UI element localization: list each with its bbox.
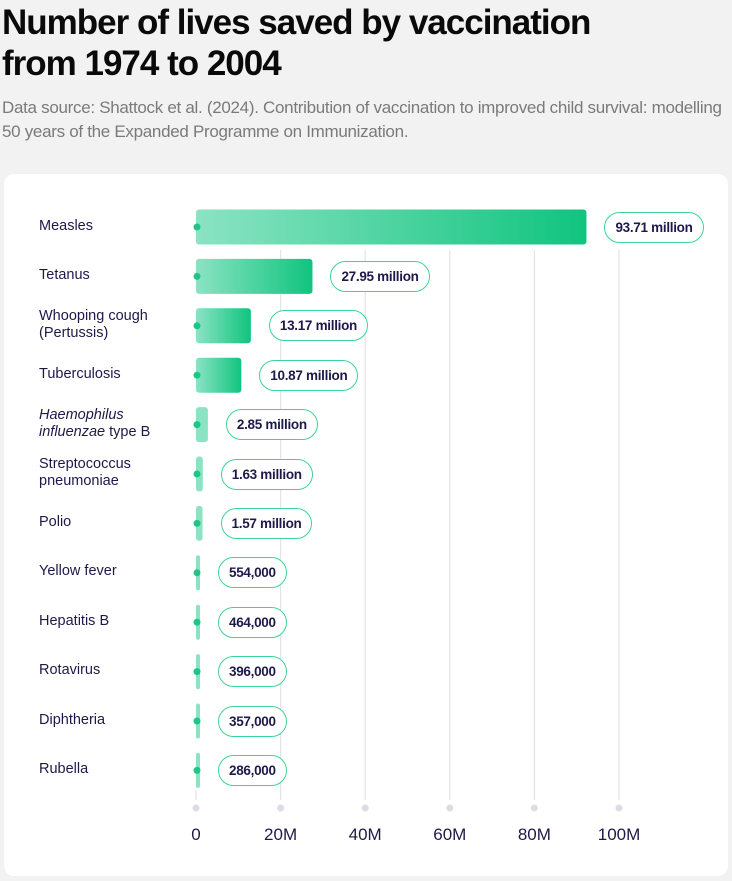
x-tick-label: 0 bbox=[191, 825, 201, 844]
label-line: Yellow fever bbox=[39, 563, 117, 580]
tick-dot bbox=[530, 804, 538, 812]
label-line: influenzae bbox=[39, 423, 106, 440]
category-label: Diphtheria bbox=[39, 712, 105, 729]
value-label: 286,000 bbox=[218, 754, 287, 786]
bar bbox=[196, 258, 313, 294]
bar-dot bbox=[193, 223, 201, 231]
label-line: Haemophilus bbox=[39, 406, 124, 423]
bar bbox=[196, 407, 208, 443]
label-line: Streptococcus bbox=[39, 456, 131, 472]
label-line: Polio bbox=[39, 513, 72, 530]
tick-dot bbox=[615, 804, 623, 812]
label-line: pneumoniae bbox=[39, 473, 119, 489]
value-label: 13.17 million bbox=[268, 310, 368, 342]
value-label: 10.87 million bbox=[259, 359, 359, 391]
bar bbox=[196, 209, 587, 245]
chart-subtitle: Data source: Shattock et al. (2024). Con… bbox=[2, 98, 722, 141]
label-line: type B bbox=[105, 423, 151, 440]
label-line: Rubella bbox=[39, 760, 89, 777]
bar-dot bbox=[193, 618, 201, 626]
bar-dot bbox=[193, 371, 201, 379]
category-label: Rubella bbox=[39, 761, 88, 778]
chart-title: Number of lives saved by vaccination fro… bbox=[2, 3, 591, 83]
bar-dot bbox=[193, 421, 201, 429]
bar-dot bbox=[193, 569, 201, 577]
x-tick-label: 80M bbox=[517, 825, 551, 844]
label-line: Measles bbox=[39, 217, 93, 234]
bar-dot bbox=[193, 272, 201, 280]
label-line: Hepatitis B bbox=[39, 612, 110, 629]
value-label: 2.85 million bbox=[225, 409, 318, 441]
bar-dot bbox=[193, 322, 201, 330]
category-label: Haemophilus influenzae type B bbox=[39, 407, 150, 441]
category-label: Tuberculosis bbox=[39, 366, 121, 383]
x-tick-label: 60M bbox=[433, 825, 467, 844]
bar-dot bbox=[193, 766, 201, 774]
label-line: Whooping cough bbox=[39, 307, 148, 324]
tick-dot bbox=[446, 804, 454, 812]
category-label: Yellow fever bbox=[39, 563, 117, 580]
category-label: Measles bbox=[39, 218, 93, 235]
tick-dot bbox=[192, 804, 200, 812]
category-label: Whooping cough (Pertussis) bbox=[39, 308, 148, 342]
value-label: 464,000 bbox=[218, 606, 287, 638]
value-label: 27.95 million bbox=[330, 260, 430, 292]
label-line: Tetanus bbox=[39, 266, 90, 283]
label-line: Tuberculosis bbox=[39, 365, 121, 382]
value-label: 357,000 bbox=[218, 705, 287, 737]
value-label: 554,000 bbox=[218, 557, 287, 589]
x-tick-label: 40M bbox=[348, 825, 382, 844]
bar-dot bbox=[193, 717, 201, 725]
category-label: Streptococcus pneumoniae bbox=[39, 456, 131, 490]
label-line: Rotavirus bbox=[39, 662, 101, 679]
category-label: Hepatitis B bbox=[39, 613, 109, 630]
value-label: 1.57 million bbox=[220, 507, 313, 539]
value-label: 93.71 million bbox=[604, 211, 704, 243]
bar bbox=[196, 308, 251, 344]
bar-dot bbox=[193, 519, 201, 527]
category-label: Tetanus bbox=[39, 267, 90, 284]
x-tick-label: 20M bbox=[264, 825, 298, 844]
x-tick-label: 100M bbox=[597, 825, 641, 844]
tick-dot bbox=[277, 804, 285, 812]
bar-dot bbox=[193, 470, 201, 478]
bar-dot bbox=[193, 668, 201, 676]
value-label: 1.63 million bbox=[220, 458, 313, 490]
category-label: Rotavirus bbox=[39, 662, 100, 679]
tick-dot bbox=[361, 804, 369, 812]
label-line: (Pertussis) bbox=[39, 324, 109, 341]
category-label: Polio bbox=[39, 514, 71, 531]
label-line: Diphtheria bbox=[39, 711, 106, 728]
value-label: 396,000 bbox=[218, 656, 287, 688]
bar bbox=[196, 357, 242, 393]
